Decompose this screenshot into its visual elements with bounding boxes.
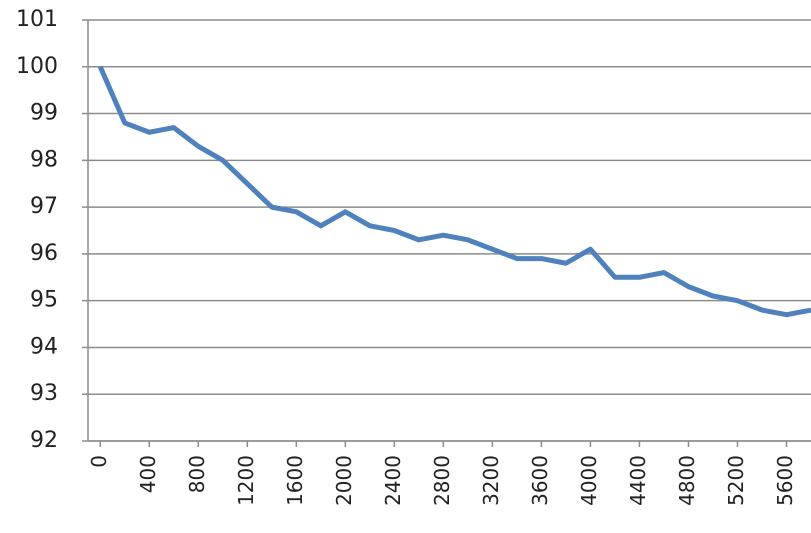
y-tick-label: 93 bbox=[30, 381, 58, 406]
y-tick-label: 92 bbox=[30, 428, 58, 453]
x-tick-label: 5600 bbox=[773, 455, 797, 506]
x-tick-label: 1200 bbox=[234, 455, 258, 506]
x-tick-label: 4800 bbox=[675, 455, 699, 506]
x-tick-label: 2400 bbox=[381, 455, 405, 506]
x-tick-label: 0 bbox=[87, 455, 111, 468]
y-tick-label: 96 bbox=[30, 241, 58, 266]
data-line bbox=[97, 65, 811, 318]
y-tick-label: 101 bbox=[16, 7, 58, 32]
x-tick-label: 4400 bbox=[626, 455, 650, 506]
x-tick-label: 400 bbox=[136, 455, 160, 493]
y-tick-label: 98 bbox=[30, 147, 58, 172]
x-tick-label: 2000 bbox=[332, 455, 356, 506]
x-tick-label: 4000 bbox=[577, 455, 601, 506]
y-tick-label: 100 bbox=[16, 54, 58, 79]
y-tick-label: 99 bbox=[30, 101, 58, 126]
y-tick-label: 97 bbox=[30, 194, 58, 219]
x-tick-label: 3200 bbox=[479, 455, 503, 506]
x-tick-label: 800 bbox=[185, 455, 209, 493]
x-tick-label: 1600 bbox=[283, 455, 307, 506]
y-tick-label: 94 bbox=[30, 334, 58, 359]
y-tick-label: 95 bbox=[30, 288, 58, 313]
x-tick-label: 5200 bbox=[724, 455, 748, 506]
x-tick-label: 2800 bbox=[430, 455, 454, 506]
x-tick-label: 3600 bbox=[528, 455, 552, 506]
